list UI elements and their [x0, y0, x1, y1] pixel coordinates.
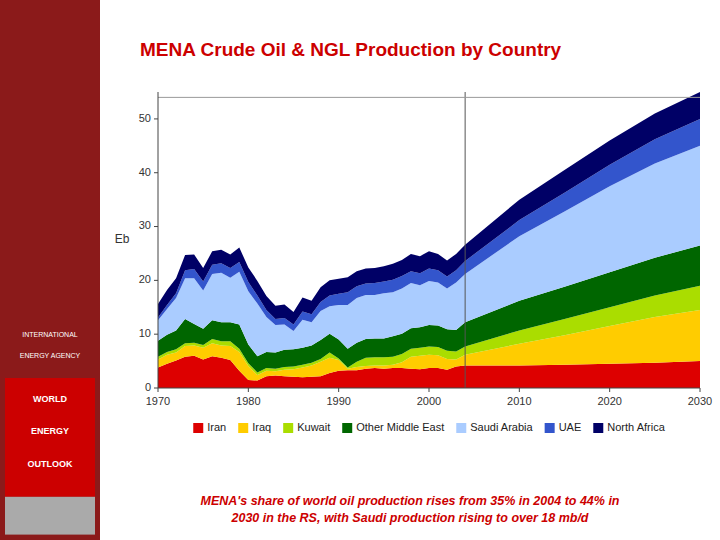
side-panel [0, 0, 100, 540]
legend-swatch [283, 423, 293, 433]
x-tick-label: 2000 [417, 395, 441, 407]
legend-label: Iran [207, 421, 226, 433]
legend-item: North Africa [593, 421, 665, 433]
x-tick-label: 2020 [597, 395, 621, 407]
subtitle: MENA's share of world oil production ris… [200, 494, 619, 525]
reference-line [158, 97, 700, 98]
plot-area [158, 92, 700, 388]
y-tick-label: 10 [139, 327, 151, 339]
subtitle-line: MENA's share of world oil production ris… [200, 494, 619, 508]
y-tick [154, 172, 158, 173]
y-tick-label: 20 [139, 273, 151, 285]
y-tick-label: 50 [139, 112, 151, 124]
reference-line [465, 92, 466, 388]
legend-label: North Africa [607, 421, 665, 433]
background [0, 0, 720, 540]
legend-label: Saudi Arabia [470, 421, 533, 433]
title: MENA Crude Oil & NGL Production by Count… [140, 39, 562, 60]
legend-swatch [342, 423, 352, 433]
legend-item: Other Middle East [342, 421, 444, 433]
x-tick [158, 388, 159, 392]
legend-item: Saudi Arabia [456, 421, 533, 433]
legend-label: Other Middle East [356, 421, 444, 433]
area-series [158, 92, 700, 324]
x-tick [429, 388, 430, 392]
x-tick [609, 388, 610, 392]
legend-label: Kuwait [297, 421, 330, 433]
panel-text: OUTLOOK [28, 459, 73, 469]
legend-label: UAE [559, 421, 582, 433]
x-tick [338, 388, 339, 392]
panel-text: WORLD [33, 394, 67, 404]
y-tick [154, 118, 158, 119]
legend-label: Iraq [252, 421, 271, 433]
panel-logo [5, 497, 95, 535]
legend-item: Iraq [238, 421, 271, 433]
legend-item: UAE [545, 421, 582, 433]
x-tick-label: 1990 [326, 395, 350, 407]
x-tick-label: 1980 [236, 395, 260, 407]
x-tick-label: 2010 [507, 395, 531, 407]
y-tick [154, 226, 158, 227]
x-tick-label: 1970 [146, 395, 170, 407]
legend-swatch [193, 423, 203, 433]
x-tick [248, 388, 249, 392]
legend-swatch [238, 423, 248, 433]
legend-swatch [456, 423, 466, 433]
x-tick [519, 388, 520, 392]
y-tick [154, 388, 158, 389]
y-tick [154, 334, 158, 335]
panel-text: INTERNATIONAL [22, 331, 78, 338]
subtitle-line: 2030 in the RS, with Saudi production ri… [231, 511, 589, 525]
y-tick-label: 30 [139, 219, 151, 231]
legend: Iran Iraq Kuwait Other Middle East Saudi Ara… [193, 421, 665, 433]
legend-swatch [593, 423, 603, 433]
y-axis [158, 92, 159, 388]
panel-box [5, 378, 95, 497]
panel-text: ENERGY AGENCY [20, 352, 81, 359]
y-tick [154, 280, 158, 281]
x-tick [700, 388, 701, 392]
legend-item: Kuwait [283, 421, 330, 433]
x-tick-label: 2030 [688, 395, 712, 407]
y-tick-label: 40 [139, 166, 151, 178]
legend-swatch [545, 423, 555, 433]
y-tick-label: 0 [145, 381, 151, 393]
legend-item: Iran [193, 421, 226, 433]
panel-text: ENERGY [31, 426, 69, 436]
y-axis-label: Eb [115, 232, 130, 246]
